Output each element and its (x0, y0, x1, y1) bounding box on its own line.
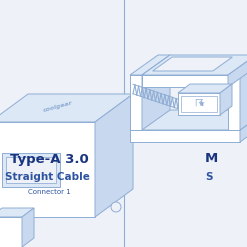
Polygon shape (142, 55, 170, 130)
Polygon shape (240, 55, 247, 130)
Text: Straight Cable: Straight Cable (5, 172, 90, 182)
Text: ★: ★ (197, 99, 205, 107)
Polygon shape (0, 208, 34, 217)
Polygon shape (0, 217, 22, 247)
Text: Type-A 3.0: Type-A 3.0 (10, 152, 89, 165)
Polygon shape (240, 110, 247, 142)
Polygon shape (0, 94, 133, 122)
Text: M: M (205, 152, 218, 165)
Text: S: S (205, 172, 212, 182)
Polygon shape (130, 130, 240, 142)
Polygon shape (142, 75, 228, 87)
Polygon shape (228, 75, 240, 130)
Polygon shape (153, 57, 232, 71)
Circle shape (111, 202, 121, 212)
Polygon shape (220, 84, 232, 115)
Polygon shape (228, 55, 247, 87)
Polygon shape (178, 93, 220, 115)
Bar (181, 96, 217, 112)
Polygon shape (142, 55, 247, 75)
Polygon shape (95, 94, 133, 217)
Text: ☈: ☈ (195, 98, 203, 108)
Polygon shape (22, 208, 34, 247)
Text: Connector 1: Connector 1 (28, 189, 71, 195)
Bar (6, 157, 56, 183)
Polygon shape (178, 84, 232, 93)
Bar (2, 153, 60, 187)
Polygon shape (0, 122, 95, 217)
Text: coolgear: coolgear (42, 100, 73, 113)
Polygon shape (228, 55, 247, 75)
Polygon shape (130, 75, 142, 130)
Polygon shape (130, 110, 247, 130)
Polygon shape (130, 55, 170, 75)
